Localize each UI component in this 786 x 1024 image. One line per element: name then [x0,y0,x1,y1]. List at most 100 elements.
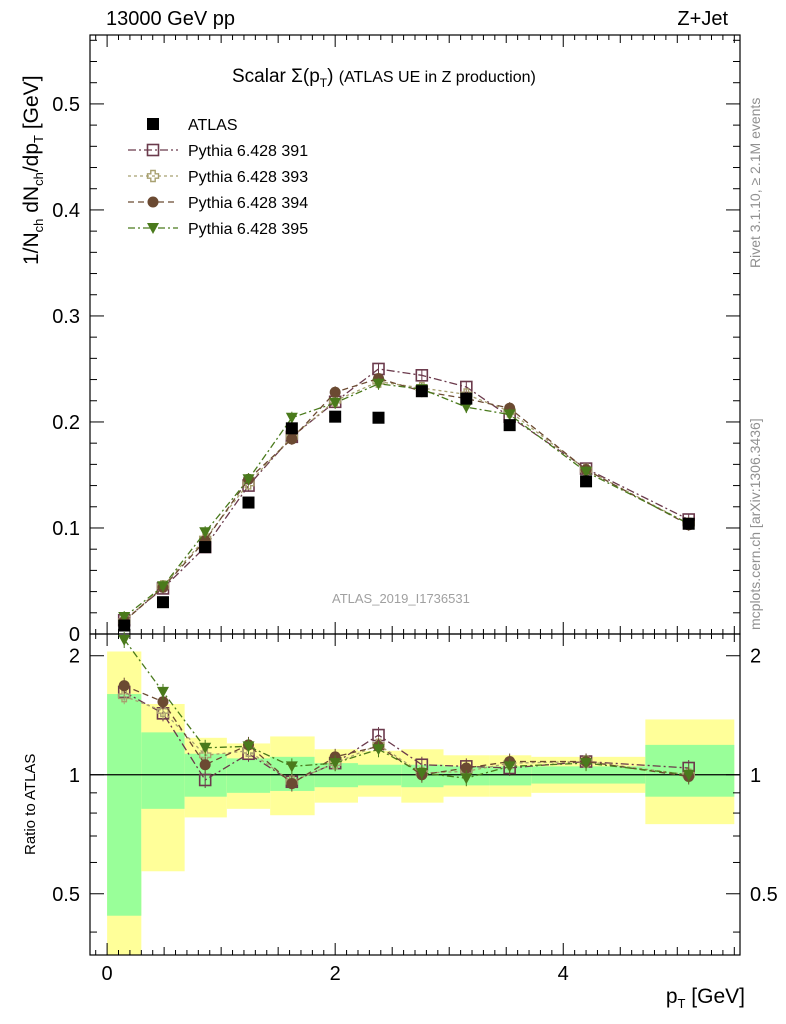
atlas-data-point [415,385,428,398]
legend-label: ATLAS [188,117,238,134]
ratio-series-point [460,762,472,774]
ratio-series-line [123,695,689,783]
ylabel-part: /dp [20,142,43,173]
y-tick-label: 0.1 [52,518,80,540]
series-point [199,527,212,539]
legend: ATLAS Pythia 6.428 391 Pythia 6.428 393 Pyt… [128,117,308,238]
y-tick-label: 0 [69,624,80,646]
atlas-data-point [503,419,516,432]
ylabel-sub: T [31,135,47,143]
ylabel-sub: ch [31,218,47,233]
ratio-series-point [156,686,169,698]
ratio-series-point [199,759,211,771]
series-line [123,383,689,618]
ratio-series-point [329,758,342,770]
ratio-y-tick-label: 2 [69,646,80,668]
legend-label: Pythia 6.428 394 [188,195,308,212]
y-tick-label: 0.5 [52,94,80,116]
ratio-band-inner [226,758,271,793]
ratio-series-point [460,773,473,785]
chart-title-rest: (ATLAS UE in Z production) [338,69,536,86]
chart-title-sub: T [319,75,328,90]
ratio-series-point [682,769,695,781]
atlas-data-point [580,475,593,488]
y-tick-label: 0.4 [52,200,80,222]
mcplots-reference-label: mcplots.cern.ch [arXiv:1306.3436] [747,418,763,630]
ratio-series-point [156,704,170,718]
ratio-band-inner [141,732,185,809]
ratio-series-point [242,741,255,753]
ratio-series-point [198,773,212,787]
atlas-data-point [285,422,298,435]
series-point [118,612,131,624]
atlas-data-point [199,541,212,554]
ratio-series-point [415,768,428,780]
series-point [285,412,298,424]
atlas-data-point [372,411,385,424]
analysis-watermark: ATLAS_2019_I1736531 [332,591,470,606]
x-tick-label: 4 [558,963,569,985]
ylabel-sub: ch [31,172,47,186]
legend-marker [147,118,159,130]
y-tick-label: 0.2 [52,412,80,434]
header-left-label: 13000 GeV pp [106,8,235,30]
series-point [460,402,473,414]
legend-label: Pythia 6.428 391 [188,143,308,160]
ratio-band-inner [489,766,532,786]
ratio-uncertainty-bands [107,651,735,955]
atlas-data-point [118,619,131,632]
series-point [503,409,516,421]
series-point [329,386,341,398]
ylabel-part: dN [20,185,43,219]
series-point [286,433,298,445]
rivet-version-label: Rivet 3.1.10, ≥ 2.1M events [747,97,763,268]
ylabel-part: 1/N [20,232,43,265]
series-point [156,581,169,593]
legend-marker [146,169,160,183]
chart-title-sigma: Σ(p [291,66,320,87]
ylabel-part: [GeV] [20,75,43,135]
ratio-series-point [372,744,385,756]
atlas-data-point [682,517,695,530]
atlas-data-point [329,410,342,423]
ratio-series-point [286,778,298,790]
chart-title-close: ) [327,66,334,87]
ratio-series-point [118,690,131,703]
series-point [372,378,385,390]
atlas-data-point [156,596,169,609]
series-point [580,466,593,478]
axis-ticks: 0 2 400.10.20.30.40.50.5 0.51 12 2 [52,35,778,985]
ratio-series-line [123,685,689,785]
ratio-series-point [285,761,298,773]
series-line [123,381,689,622]
legend-marker [147,196,159,208]
ratio-y-axis-label: Ratio to ATLAS [22,753,39,855]
x-tick-label: 0 [102,963,113,985]
xlabel-part: p [665,985,678,1008]
ratio-series-line [123,638,689,779]
legend-label: Pythia 6.428 393 [188,169,308,186]
ratio-y-tick-label: 0.5 [52,884,80,906]
ratio-series-point [199,742,212,754]
series-point [329,397,342,409]
xlabel-part: [GeV] [685,985,745,1008]
xlabel-sub: T [677,996,686,1012]
y-tick-label: 0.3 [52,306,80,328]
y-axis-label: 1/Nch dNch/dpT [GeV] [20,75,46,265]
series-point [242,474,255,486]
ratio-y-tick-label: 1 [69,765,80,787]
atlas-data-point [242,496,255,509]
legend-marker [146,143,160,157]
ratio-series-point [503,761,516,773]
ratio-series-point [157,696,169,708]
x-tick-label: 2 [330,963,341,985]
ratio-series-point [118,680,130,692]
ratio-band-inner [107,694,142,916]
series-point [415,369,429,382]
ratio-y-tick-label-right: 0.5 [750,884,778,906]
legend-marker [147,223,159,234]
x-axis-label: pT [GeV] [666,985,745,1011]
ratio-y-tick-label-right: 1 [750,765,761,787]
legend-label: Pythia 6.428 395 [188,221,308,238]
